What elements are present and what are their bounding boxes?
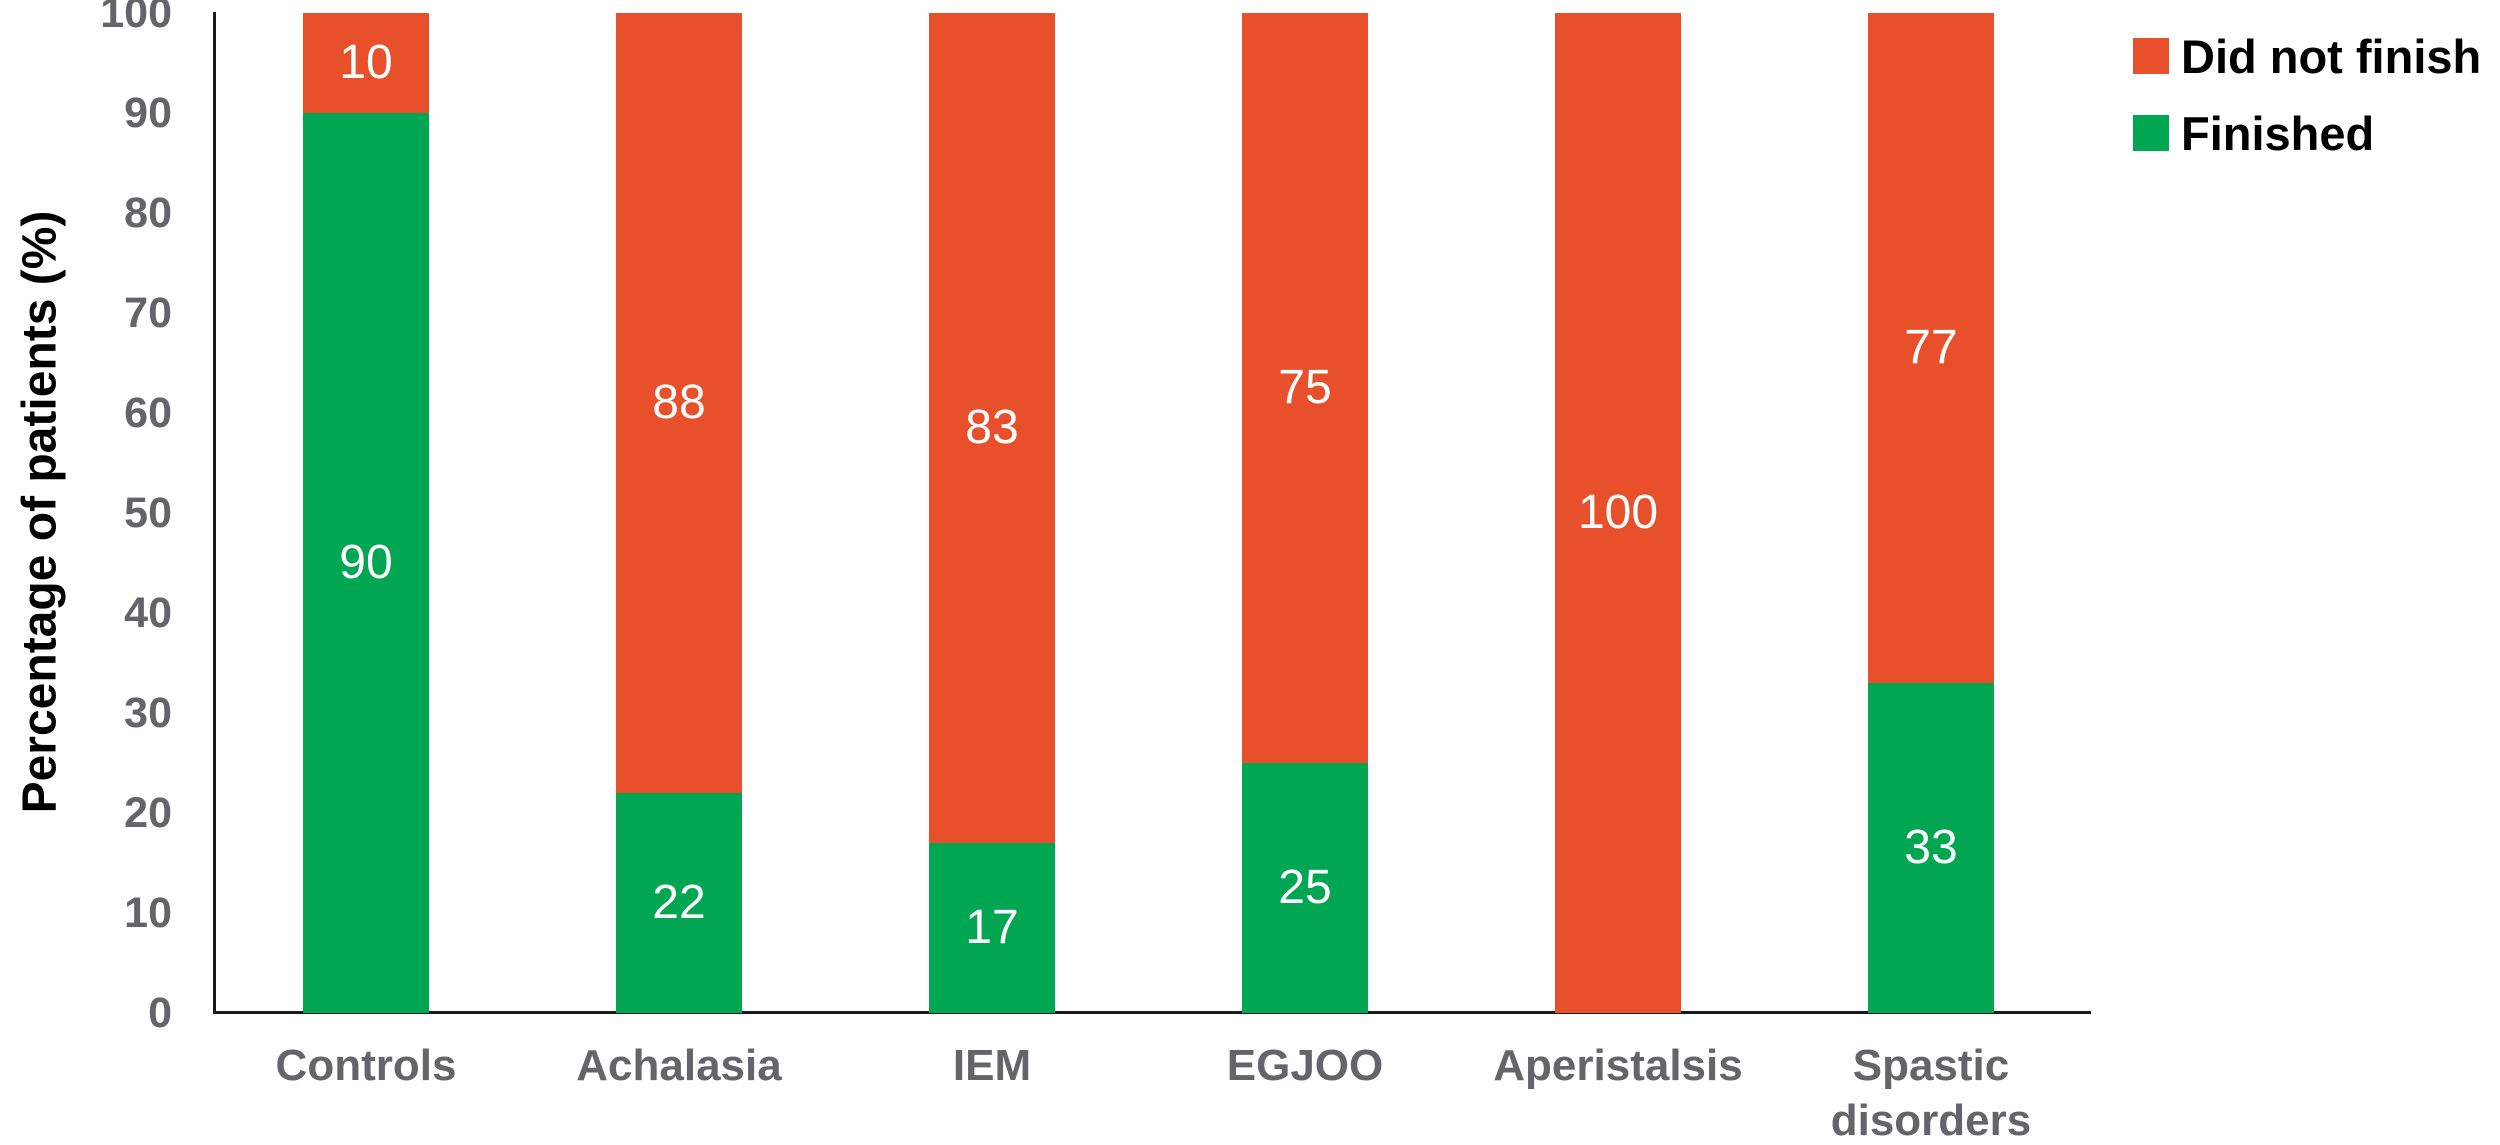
y-tick-40: 40 [124,589,172,637]
category-label-iem: IEM [952,1041,1032,1090]
bar-finished-achalasia [616,793,742,1013]
bar-did-not-finish-egjoo [1242,13,1368,763]
category-label-spastic-disorders: Spastic disorders [1830,1041,2032,1145]
data-label-finished: 17 [965,901,1019,954]
bar-did-not-finish-achalasia [616,13,742,793]
y-tick-0: 0 [148,989,172,1037]
y-tick-30: 30 [124,689,172,737]
category-label-aperistalsis: Aperistalsis [1493,1041,1743,1090]
data-label-did-not-finish: 100 [1577,486,1659,539]
legend-item-finished: Finished [2133,106,2481,160]
y-tick-60: 60 [124,389,172,437]
data-label-finished: 25 [1278,861,1332,914]
y-tick-80: 80 [124,189,172,237]
category-label-controls: Controls [275,1041,457,1090]
bar-finished-controls [303,113,429,1013]
bar-finished-iem [929,843,1055,1013]
y-tick-90: 90 [124,89,172,137]
category-label-egjoo: EGJOO [1226,1041,1384,1090]
y-tick-70: 70 [124,289,172,337]
legend-label: Did not finish [2181,29,2482,83]
y-tick-100: 100 [100,0,172,37]
bar-did-not-finish-aperistalsis [1555,13,1681,1013]
bar-did-not-finish-iem [929,13,1055,843]
data-label-did-not-finish: 77 [1904,321,1958,374]
bar-finished-egjoo [1242,763,1368,1013]
legend: Did not finish Finished [2133,30,2481,184]
bar-did-not-finish-spastic-disorders [1868,13,1994,683]
data-label-did-not-finish: 10 [339,36,393,89]
data-label-finished: 22 [652,876,706,929]
y-tick-20: 20 [124,789,172,837]
legend-label: Finished [2181,106,2375,160]
data-label-did-not-finish: 75 [1278,361,1332,414]
x-axis-line [213,1011,2091,1014]
legend-item-did-not-finish: Did not finish [2133,29,2482,83]
data-label-finished: 90 [339,536,393,589]
bar-did-not-finish-controls [303,13,429,113]
bar-finished-spastic-disorders [1868,683,1994,1013]
data-label-did-not-finish: 83 [965,401,1019,454]
category-label-achalasia: Achalasia [576,1041,782,1090]
did-not-finish-swatch-icon [2133,38,2169,74]
y-tick-50: 50 [124,489,172,537]
finished-swatch-icon [2133,115,2169,151]
y-axis-line [213,12,216,1013]
data-label-finished: 33 [1904,821,1958,874]
y-tick-10: 10 [124,889,172,937]
data-label-did-not-finish: 88 [652,376,706,429]
